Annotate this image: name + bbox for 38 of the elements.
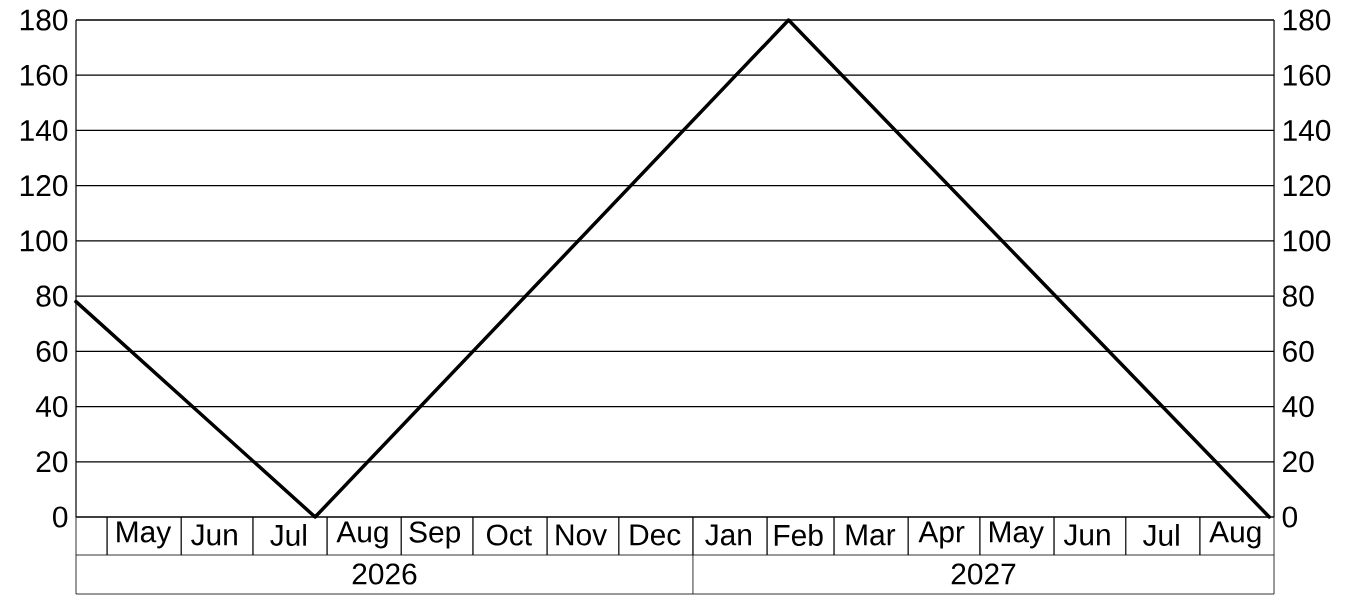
y2-tick-label: 140 [1283,119,1331,142]
y-tick-label: 180 [20,9,68,31]
x-tick-label: Jul [1143,524,1179,546]
x-tick-label: Oct [486,524,532,546]
y2-tick-label: 40 [1282,395,1314,418]
text: 2026 [352,563,417,585]
x-tick-label: Aug [336,521,388,549]
y-tick-label: 40 [35,395,68,418]
x-tick-label: Apr [918,521,965,549]
y-tick-label: 160 [20,64,68,86]
y2-tick-label: 120 [1283,175,1331,197]
y2-tick-label: 80 [1282,285,1314,307]
y2-tick-label: 180 [1283,9,1331,31]
text: 2027 [951,563,1016,585]
y2-tick-label: 60 [1283,340,1314,362]
x-tick-label: Jun [1063,524,1110,546]
x-tick-label: Nov [556,524,608,546]
x-tick-label: Jun [191,524,237,546]
y-tick-label: 80 [36,285,68,307]
x-tick-label: Sep [409,521,461,549]
y-tick-label: 100 [20,230,68,252]
y2-tick-label: 0 [1282,506,1298,528]
y-tick-label: 60 [36,340,68,362]
y-tick-label: 20 [36,451,68,473]
x-tick-label: May [989,521,1044,549]
x-tick-label: Mar [846,524,896,546]
y-tick-label: 0 [53,506,68,528]
x-tick-label: Jan [705,524,751,546]
y2-tick-label: 100 [1283,230,1331,252]
x-tick-label: Jul [270,524,306,546]
y2-tick-label: 20 [1283,451,1314,473]
x-tick-label: May [117,521,172,549]
x-tick-label: Aug [1209,521,1261,549]
x-tick-label: Feb [774,524,823,546]
y-tick-label: 120 [20,175,68,197]
x-tick-label: Dec [630,524,681,546]
y2-tick-label: 160 [1283,64,1331,86]
y-tick-label: 140 [20,119,68,142]
